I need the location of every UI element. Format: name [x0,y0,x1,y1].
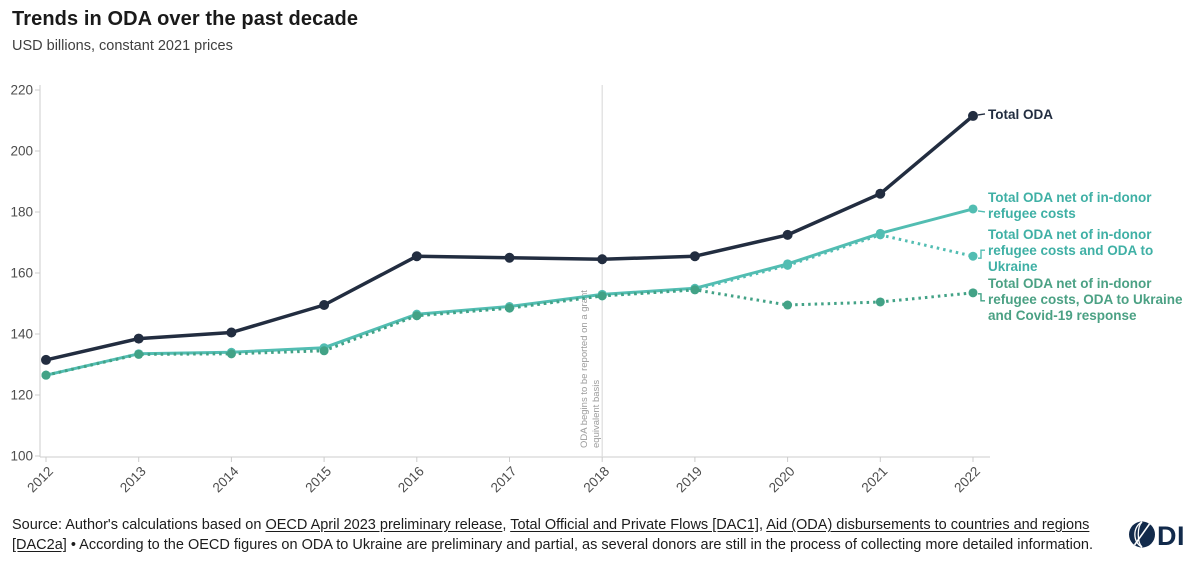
odi-logo-slash [1133,523,1151,546]
source-text-4: , [758,517,767,533]
series-label-net-refugee-ukraine: Total ODA net of in-donor refugee costs … [988,227,1154,274]
data-point-total-oda-2012 [41,354,51,365]
data-point-total-oda-2014 [226,327,237,338]
x-tick-label: 2019 [673,464,705,496]
data-point-total-oda-2019 [689,251,700,262]
y-tick-label: 140 [10,327,33,342]
odi-logo-letters: DI [1157,521,1185,550]
y-tick-label: 100 [10,449,33,464]
x-tick-label: 2013 [117,464,149,496]
data-point-net-of-refugee-costs-ukraine-covid-2013 [134,349,144,359]
label-connector-net-refugee [977,210,986,213]
data-point-net-of-refugee-costs-and-ukraine-2021 [875,230,885,240]
data-point-net-of-refugee-costs-2022 [968,204,978,214]
x-tick-label: 2017 [488,464,520,496]
data-point-net-of-refugee-costs-ukraine-covid-2019 [690,285,700,295]
data-point-total-oda-2013 [133,333,144,344]
page-title: Trends in ODA over the past decade [12,8,359,30]
source-link-3[interactable]: Total Official and Private Flows [DAC1] [510,517,759,533]
data-point-total-oda-2018 [597,254,608,265]
label-connector-total-oda [977,113,986,116]
y-tick-label: 220 [10,83,33,98]
odi-logo: DI [1129,521,1185,550]
data-point-net-of-refugee-costs-ukraine-covid-2014 [226,349,236,359]
chart-line-total-oda [45,114,975,362]
source-note: Source: Author's calculations based on O… [12,516,1112,555]
source-text-6: • According to the OECD figures on ODA t… [66,536,1094,553]
chart-line-net-of-refugee-costs-ukraine-covid [45,288,974,377]
y-tick-label: 180 [10,205,33,220]
x-tick-label: 2022 [951,464,983,496]
page-subtitle: USD billions, constant 2021 prices [12,38,233,54]
data-point-total-oda-2020 [782,229,793,240]
series-label-net-of-refugee-costs: Total ODA net of in-donor refugee costs [988,190,1152,221]
data-point-total-oda-2017 [504,252,515,263]
x-tick-label: 2015 [302,464,334,496]
x-tick-label: 2020 [766,464,798,496]
data-point-total-oda-2016 [411,251,422,262]
chart-line-net-of-refugee-costs [45,207,974,377]
data-point-net-of-refugee-costs-ukraine-covid-2016 [412,311,422,321]
data-point-net-of-refugee-costs-and-ukraine-2020 [783,260,793,270]
data-point-net-of-refugee-costs-ukraine-covid-2015 [319,346,329,356]
source-link-5[interactable]: Aid (ODA) disbursements to countries and… [12,517,1090,553]
source-text-0: Source: Author's calculations based on [12,517,266,533]
x-tick-label: 2021 [859,464,891,496]
data-point-net-of-refugee-costs-ukraine-covid-2021 [875,297,885,307]
data-point-net-of-refugee-costs-ukraine-covid-2020 [783,300,793,310]
x-tick-label: 2016 [395,464,427,496]
x-tick-label: 2018 [580,464,612,496]
series-label-total-oda: Total ODA [988,107,1053,122]
data-point-net-of-refugee-costs-and-ukraine-2022 [968,251,978,261]
data-point-net-of-refugee-costs-ukraine-covid-2018 [597,291,607,301]
y-tick-label: 120 [10,388,33,403]
data-point-total-oda-2022 [968,110,978,121]
data-point-net-of-refugee-costs-ukraine-covid-2022 [968,288,978,298]
data-point-net-of-refugee-costs-ukraine-covid-2017 [505,303,514,313]
data-point-total-oda-2015 [319,300,330,311]
odi-logo-meridian-outer [1134,521,1143,548]
y-tick-label: 160 [10,266,33,281]
data-point-net-of-refugee-costs-ukraine-covid-2012 [41,370,51,380]
y-tick-label: 200 [10,144,33,159]
data-point-total-oda-2021 [875,188,886,199]
source-text-2: , [502,517,511,533]
x-tick-label: 2012 [24,464,56,496]
label-connector-net-refugee-ukraine [978,249,985,259]
x-tick-label: 2014 [210,463,242,495]
odi-logo-meridian-inner [1137,521,1143,548]
series-label-net-refugee-ukraine-covid: Total ODA net of in-donor refugee costs,… [988,276,1183,323]
label-connector-net-refugee-ukraine-covid [978,293,985,302]
grant-equivalent-annotation-text: ODA begins to be reported on a grantequi… [579,290,602,448]
source-link-1[interactable]: OECD April 2023 preliminary release [265,517,503,533]
